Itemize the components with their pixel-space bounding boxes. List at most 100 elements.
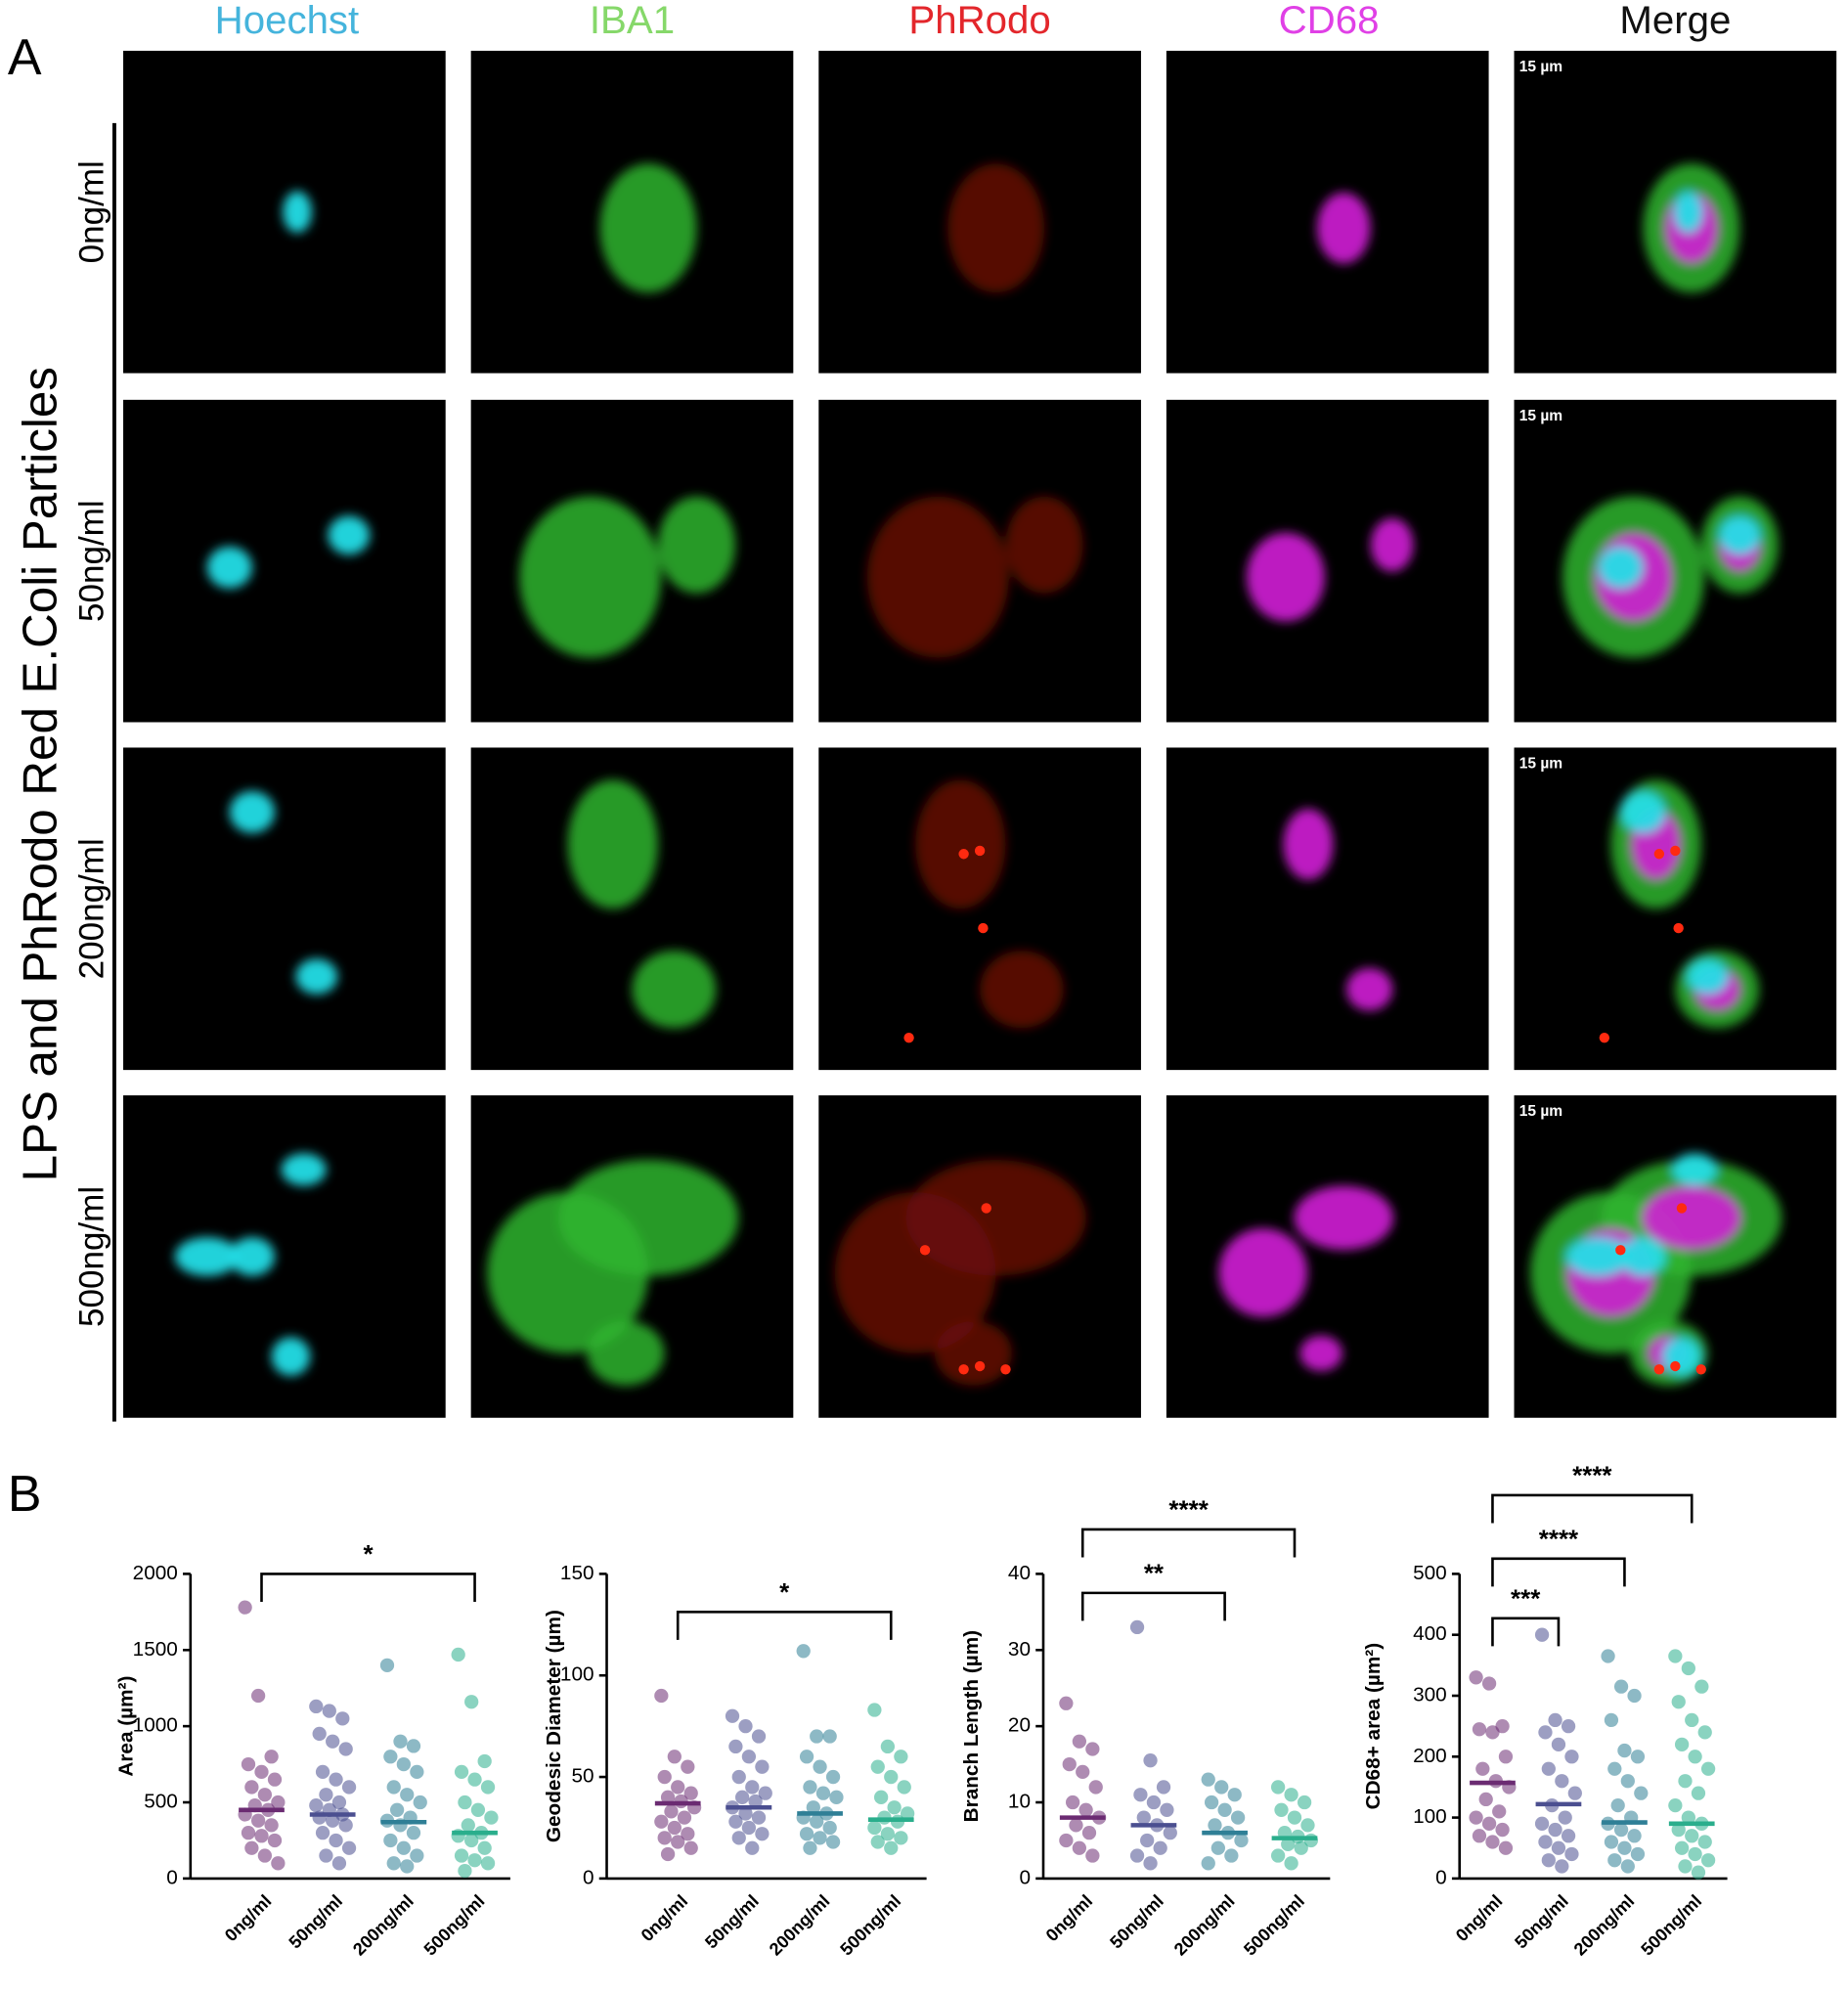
y-tick-label: 30	[1008, 1638, 1031, 1661]
cells	[229, 790, 338, 995]
y-axis-label: Branch Length (µm)	[960, 1630, 983, 1822]
cell	[1718, 515, 1761, 555]
cell	[915, 779, 1006, 909]
data-point	[315, 1826, 330, 1840]
side-label: LPS and PhRodo Red E.Coli Particles	[13, 367, 66, 1181]
significance-label: *	[779, 1579, 790, 1607]
data-point	[1300, 1818, 1315, 1833]
data-point	[271, 1795, 286, 1810]
column-title: PhRodo	[908, 0, 1050, 42]
data-point	[386, 1856, 401, 1871]
cell	[866, 496, 1009, 658]
data-point	[810, 1729, 824, 1744]
cell	[295, 958, 338, 995]
data-point	[383, 1833, 398, 1848]
column-title: Hoechst	[215, 0, 360, 42]
x-tick-label: 500ng/ml	[1240, 1891, 1308, 1960]
column-title: Merge	[1619, 0, 1731, 42]
data-point	[470, 1802, 486, 1817]
data-point	[389, 1802, 405, 1817]
data-point	[1069, 1818, 1083, 1833]
data-point	[1688, 1846, 1702, 1862]
data-point	[257, 1788, 273, 1802]
panel-label: B	[8, 1466, 42, 1523]
cell	[1299, 1335, 1342, 1371]
cell	[1370, 517, 1414, 572]
data-point	[1555, 1859, 1569, 1874]
data-point	[755, 1827, 770, 1841]
cell	[1005, 496, 1083, 594]
data-point	[880, 1739, 896, 1754]
x-tick-label: 500ng/ml	[836, 1891, 904, 1960]
cells	[915, 779, 1064, 1029]
data-point	[1234, 1833, 1249, 1848]
significance-label: ****	[1168, 1497, 1209, 1525]
cell	[1672, 1153, 1718, 1186]
data-point	[745, 1840, 760, 1855]
data-point	[1551, 1737, 1566, 1751]
data-point	[745, 1780, 760, 1795]
cell	[519, 496, 662, 658]
y-tick-label: 1500	[133, 1638, 178, 1661]
significance-bracket	[1491, 1493, 1694, 1524]
x-tick-label: 50ng/ml	[1511, 1891, 1572, 1953]
data-point	[1534, 1627, 1550, 1642]
cell	[567, 779, 658, 909]
particle	[919, 1245, 931, 1256]
data-point	[1700, 1761, 1716, 1776]
data-point	[458, 1863, 472, 1879]
significance-bracket	[1080, 1591, 1226, 1621]
y-tick-label: 0	[1435, 1866, 1447, 1888]
data-point	[1671, 1822, 1686, 1838]
data-point	[1685, 1829, 1699, 1843]
data-point	[1230, 1810, 1246, 1825]
data-point	[264, 1750, 279, 1764]
data-point	[1678, 1859, 1693, 1874]
scale-bar-label: 15 µm	[1519, 1103, 1562, 1120]
data-point	[1610, 1797, 1625, 1813]
data-point	[1297, 1795, 1312, 1810]
significance-bracket	[260, 1573, 476, 1602]
data-point	[751, 1729, 767, 1744]
cell	[281, 1153, 327, 1186]
data-point	[1227, 1788, 1242, 1802]
data-point	[867, 1703, 882, 1717]
column-title: IBA1	[590, 0, 675, 42]
cells	[487, 1160, 739, 1386]
data-point	[271, 1856, 286, 1871]
data-point	[1561, 1829, 1576, 1843]
cells	[283, 191, 312, 234]
data-point	[406, 1739, 421, 1753]
particle	[958, 849, 969, 860]
cell	[206, 546, 252, 589]
data-point	[319, 1788, 333, 1802]
data-point	[880, 1827, 896, 1841]
cell	[487, 1191, 648, 1353]
data-point	[1604, 1835, 1619, 1849]
significance-label: ****	[1572, 1463, 1612, 1490]
data-point	[480, 1856, 496, 1871]
data-point	[312, 1726, 327, 1742]
data-point	[1160, 1802, 1174, 1817]
cell	[1294, 1185, 1393, 1250]
data-point	[1140, 1833, 1155, 1848]
data-point	[725, 1708, 740, 1723]
y-tick-label: 40	[1008, 1562, 1031, 1584]
data-point	[825, 1835, 841, 1849]
data-point	[1620, 1859, 1635, 1874]
row-label: 200ng/ml	[72, 838, 110, 979]
data-point	[799, 1827, 814, 1841]
row-label: 0ng/ml	[72, 160, 110, 263]
particle	[978, 922, 989, 934]
data-point	[1294, 1840, 1308, 1855]
particle	[1676, 1203, 1688, 1214]
cells	[1643, 163, 1740, 293]
particle	[903, 1032, 914, 1043]
data-point	[1284, 1788, 1298, 1802]
data-point	[1072, 1840, 1087, 1855]
data-point	[464, 1695, 479, 1709]
data-point	[1634, 1786, 1649, 1800]
data-point	[1062, 1756, 1077, 1772]
data-point	[1085, 1848, 1100, 1863]
particle	[981, 1203, 991, 1214]
